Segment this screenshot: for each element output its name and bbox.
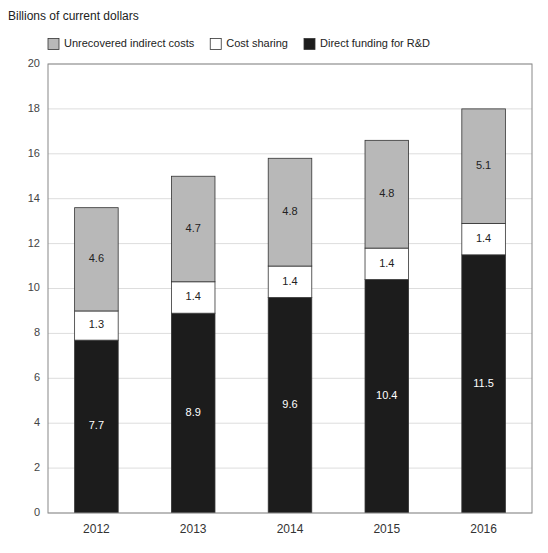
y-tick-label: 20 [28,57,40,69]
grid [48,64,532,513]
data-label: 8.9 [186,406,201,418]
bar-segment [365,248,409,279]
x-tick-label: 2013 [180,522,207,536]
data-label: 1.3 [89,318,104,330]
legend-label: Cost sharing [226,37,288,49]
y-tick-label: 6 [34,371,40,383]
bar-segment [75,208,119,311]
data-label: 4.8 [379,187,394,199]
data-label: 1.4 [379,257,394,269]
y-tick-label: 14 [28,192,40,204]
data-label: 1.4 [186,290,201,302]
data-label: 1.4 [476,232,491,244]
y-axis-label: Billions of current dollars [8,9,139,23]
bar-segment [365,140,409,248]
y-tick-label: 10 [28,281,40,293]
bar-segment [268,266,312,297]
legend-swatch [304,39,315,50]
x-tick-label: 2012 [83,522,110,536]
plot-frame [48,64,532,513]
data-label: 5.1 [476,159,491,171]
legend-swatch [48,39,59,50]
data-label: 4.6 [89,252,104,264]
page: {"chart_data": {"type": "bar", "stacked"… [0,0,548,553]
data-label: 10.4 [376,389,397,401]
bar-segment [171,176,215,282]
legend-label: Direct funding for R&D [320,37,430,49]
y-tick-label: 18 [28,102,40,114]
data-label: 4.8 [282,205,297,217]
bar-segment [75,340,119,513]
y-tick-label: 12 [28,237,40,249]
x-tick-label: 2015 [373,522,400,536]
bar-segment [171,282,215,313]
bar-segment [268,297,312,513]
y-tick-label: 8 [34,326,40,338]
grid-line [48,108,532,109]
legend-item: Unrecovered indirect costs [48,37,195,50]
legend-label: Unrecovered indirect costs [64,37,195,49]
grid-line [48,153,532,154]
data-labels: 7.7 8.9 9.6 10.4 11.5 1.3 1.4 1.4 1.4 1.4 4.6 4.7 4.… [89,159,494,431]
y-tick-label: 4 [34,416,40,428]
x-tick-label: 2014 [277,522,304,536]
bars [75,109,506,513]
bar-segment [365,280,409,513]
bar-segment [171,313,215,513]
data-label: 11.5 [473,377,494,389]
legend: Unrecovered indirect costs Cost sharing Di… [48,37,430,50]
data-label: 1.4 [282,275,297,287]
y-tick-label: 2 [34,461,40,473]
data-label: 4.7 [186,222,201,234]
bar-segment [462,109,506,223]
x-tick-label: 2016 [470,522,497,536]
legend-swatch [210,39,221,50]
bar-segment [462,255,506,513]
chart: 0 2 4 6 8 10 12 14 16 18 20 7.7 8.9 9.6 10.4 11.5 1.3 1.4… [0,0,548,553]
y-tick-label: 0 [34,506,40,518]
bar-segment [75,311,119,340]
bar-segment [268,158,312,266]
bar-segment [462,223,506,254]
data-label: 9.6 [282,398,297,410]
legend-item: Cost sharing [210,37,288,50]
legend-item: Direct funding for R&D [304,37,430,50]
data-label: 7.7 [89,419,104,431]
y-tick-label: 16 [28,147,40,159]
